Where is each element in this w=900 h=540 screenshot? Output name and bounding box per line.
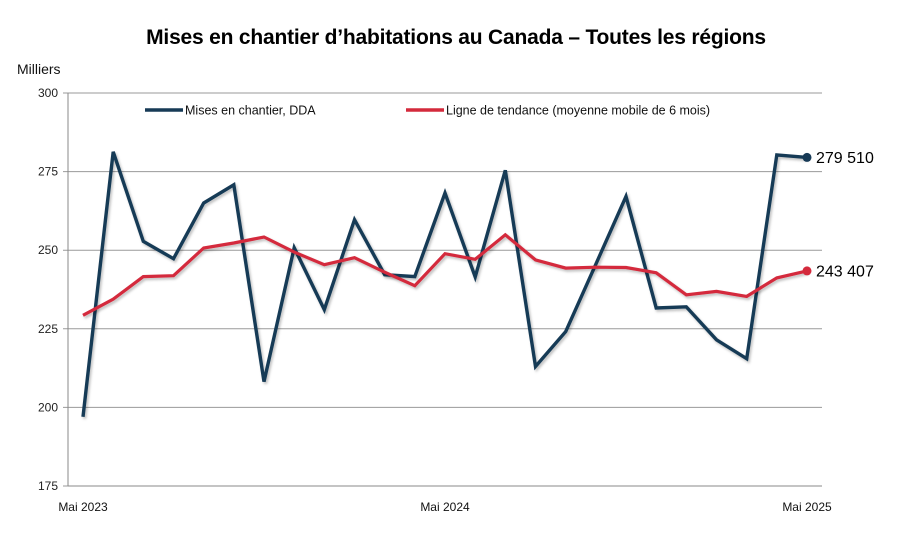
y-tick-label: 250 (38, 243, 58, 257)
end-value-label: 243 407 (816, 263, 874, 280)
axes (67, 93, 822, 487)
legend: Mises en chantier, DDA Ligne de tendance … (145, 104, 710, 118)
y-axis-unit-label: Milliers (17, 61, 61, 77)
end-value-label: 279 510 (816, 150, 874, 167)
x-tick-label: Mai 2024 (420, 500, 470, 514)
y-tick-label: 200 (38, 400, 58, 414)
chart-title: Mises en chantier d’habitations au Canad… (146, 26, 766, 49)
x-tick-label: Mai 2023 (58, 500, 108, 514)
series-lines (81, 151, 812, 417)
gridlines (63, 92, 822, 487)
end-point-marker (802, 152, 812, 162)
y-axis-ticks: 175 200 225 250 275 300 (38, 86, 58, 493)
legend-label: Ligne de tendance (moyenne mobile de 6 m… (446, 104, 710, 118)
end-point-marker (802, 266, 812, 276)
series-line-housing-starts (81, 151, 808, 417)
y-tick-label: 175 (38, 479, 58, 493)
series-line-trend (82, 232, 808, 317)
x-axis-ticks: Mai 2023 Mai 2024 Mai 2025 (58, 500, 832, 514)
y-tick-label: 225 (38, 322, 58, 336)
x-tick-label: Mai 2025 (782, 500, 832, 514)
end-labels: 279 510 243 407 (816, 150, 874, 281)
y-tick-label: 300 (38, 86, 58, 100)
y-tick-label: 275 (38, 165, 58, 179)
legend-label: Mises en chantier, DDA (185, 104, 316, 118)
